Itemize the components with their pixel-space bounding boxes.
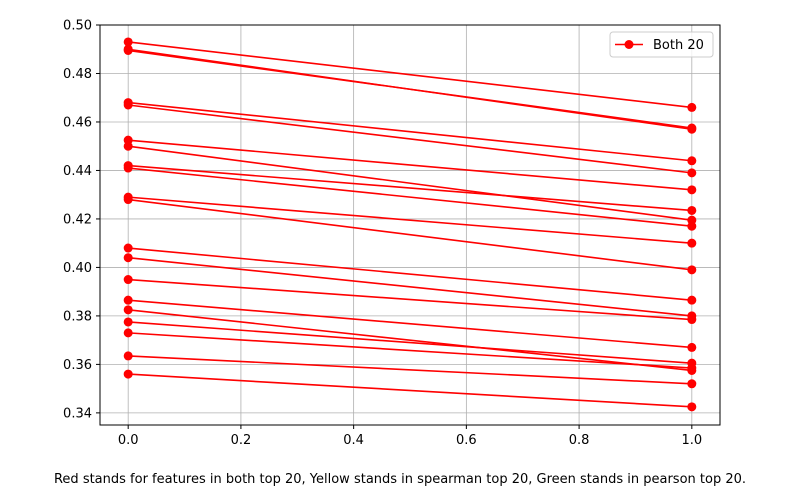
data-point [687, 168, 697, 178]
series-lines [123, 37, 697, 412]
x-tick-label: 1.0 [681, 433, 702, 448]
series-line [128, 104, 692, 174]
series-line [128, 41, 692, 109]
series-line [128, 321, 692, 364]
series-line [128, 164, 692, 212]
series-line [128, 196, 692, 244]
series-line [128, 373, 692, 408]
data-point [123, 295, 133, 305]
y-tick-label: 0.40 [63, 261, 92, 276]
series-line [128, 332, 692, 369]
y-axis: 0.34 0.36 0.38 0.40 0.42 0.44 0.46 0.48 0.50 [63, 19, 100, 421]
legend: Both 20 [609, 31, 714, 58]
data-point [123, 243, 133, 253]
data-point [123, 253, 133, 263]
series-line [128, 355, 692, 385]
data-point [687, 402, 697, 412]
caption: Red stands for features in both top 20, … [53, 472, 746, 487]
series-line [128, 139, 692, 191]
x-tick-label: 0.6 [456, 433, 477, 448]
data-point [687, 379, 697, 389]
data-point [687, 156, 697, 166]
y-tick-label: 0.36 [63, 358, 92, 373]
legend-box [609, 31, 714, 58]
data-point [687, 221, 697, 231]
y-tick-label: 0.34 [63, 406, 92, 421]
y-tick-label: 0.46 [63, 115, 92, 130]
data-point [123, 37, 133, 47]
series-line [128, 247, 692, 301]
x-tick-label: 0.4 [343, 433, 364, 448]
data-point [687, 315, 697, 325]
x-tick-label: 0.0 [118, 433, 139, 448]
data-point [123, 328, 133, 338]
series-line [128, 309, 692, 372]
plot-frame [99, 24, 721, 426]
data-point [687, 185, 697, 195]
grid-lines [100, 24, 720, 425]
data-point [687, 238, 697, 248]
data-point [123, 195, 133, 205]
y-tick-label: 0.50 [63, 19, 92, 34]
legend-swatch-marker [624, 40, 634, 49]
series-line [128, 49, 692, 129]
y-tick-label: 0.44 [63, 164, 92, 179]
y-tick-label: 0.38 [63, 309, 92, 324]
data-point [687, 205, 697, 215]
x-tick-label: 0.8 [569, 433, 590, 448]
line-chart: 0.0 0.2 0.4 0.6 0.8 1.0 0.340.360.380.400.420… [63, 19, 721, 448]
series-line [128, 101, 692, 162]
data-point [687, 295, 697, 305]
legend-label: Both 20 [653, 38, 704, 53]
data-point [687, 342, 697, 352]
data-point [687, 363, 697, 373]
x-axis: 0.0 0.2 0.4 0.6 0.8 1.0 [118, 425, 702, 448]
data-point [123, 100, 133, 110]
data-point [123, 369, 133, 379]
series-line [128, 256, 692, 317]
data-point [123, 305, 133, 315]
data-point [687, 102, 697, 112]
y-tick-label: 0.48 [63, 67, 92, 82]
series-line [128, 299, 692, 349]
series-line [128, 145, 692, 221]
data-point [123, 163, 133, 173]
data-point [687, 265, 697, 275]
data-point [123, 351, 133, 361]
data-point [123, 317, 133, 327]
x-tick-label: 0.2 [231, 433, 252, 448]
data-point [123, 141, 133, 151]
y-tick-label: 0.42 [63, 212, 92, 227]
series-line [128, 167, 692, 228]
series-line [128, 198, 692, 271]
series-line [128, 278, 692, 321]
data-point [123, 45, 133, 55]
data-point [123, 275, 133, 285]
data-point [687, 123, 697, 133]
